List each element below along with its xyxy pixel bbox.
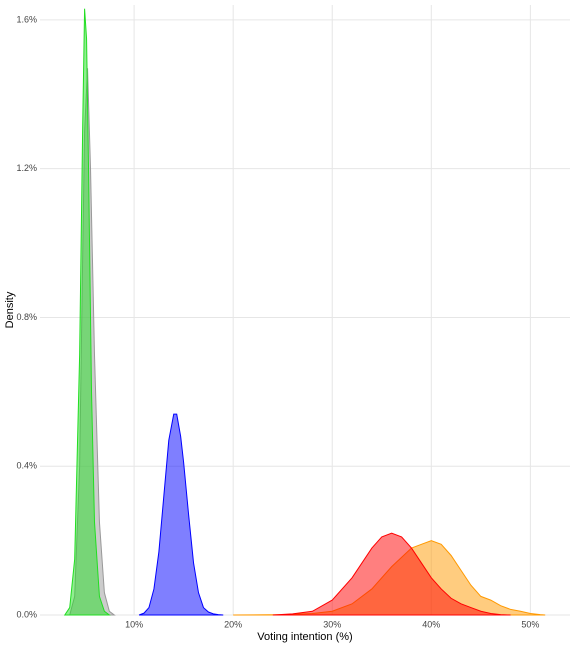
y-tick-label: 0.8% [16, 312, 37, 322]
x-tick-label: 30% [323, 619, 341, 629]
x-tick-label: 50% [521, 619, 539, 629]
density-area [272, 532, 511, 616]
x-axis-title: Voting intention (%) [257, 631, 352, 643]
density-area [138, 413, 224, 616]
y-tick-label: 1.2% [16, 163, 37, 173]
x-tick-label: 10% [125, 619, 143, 629]
x-tick-label: 40% [422, 619, 440, 629]
y-tick-label: 0.0% [16, 609, 37, 619]
y-tick-label: 0.4% [16, 461, 37, 471]
x-tick-label: 20% [224, 619, 242, 629]
density-area [63, 8, 111, 616]
y-tick-label: 1.6% [16, 14, 37, 24]
y-axis-title: Density [4, 291, 16, 328]
